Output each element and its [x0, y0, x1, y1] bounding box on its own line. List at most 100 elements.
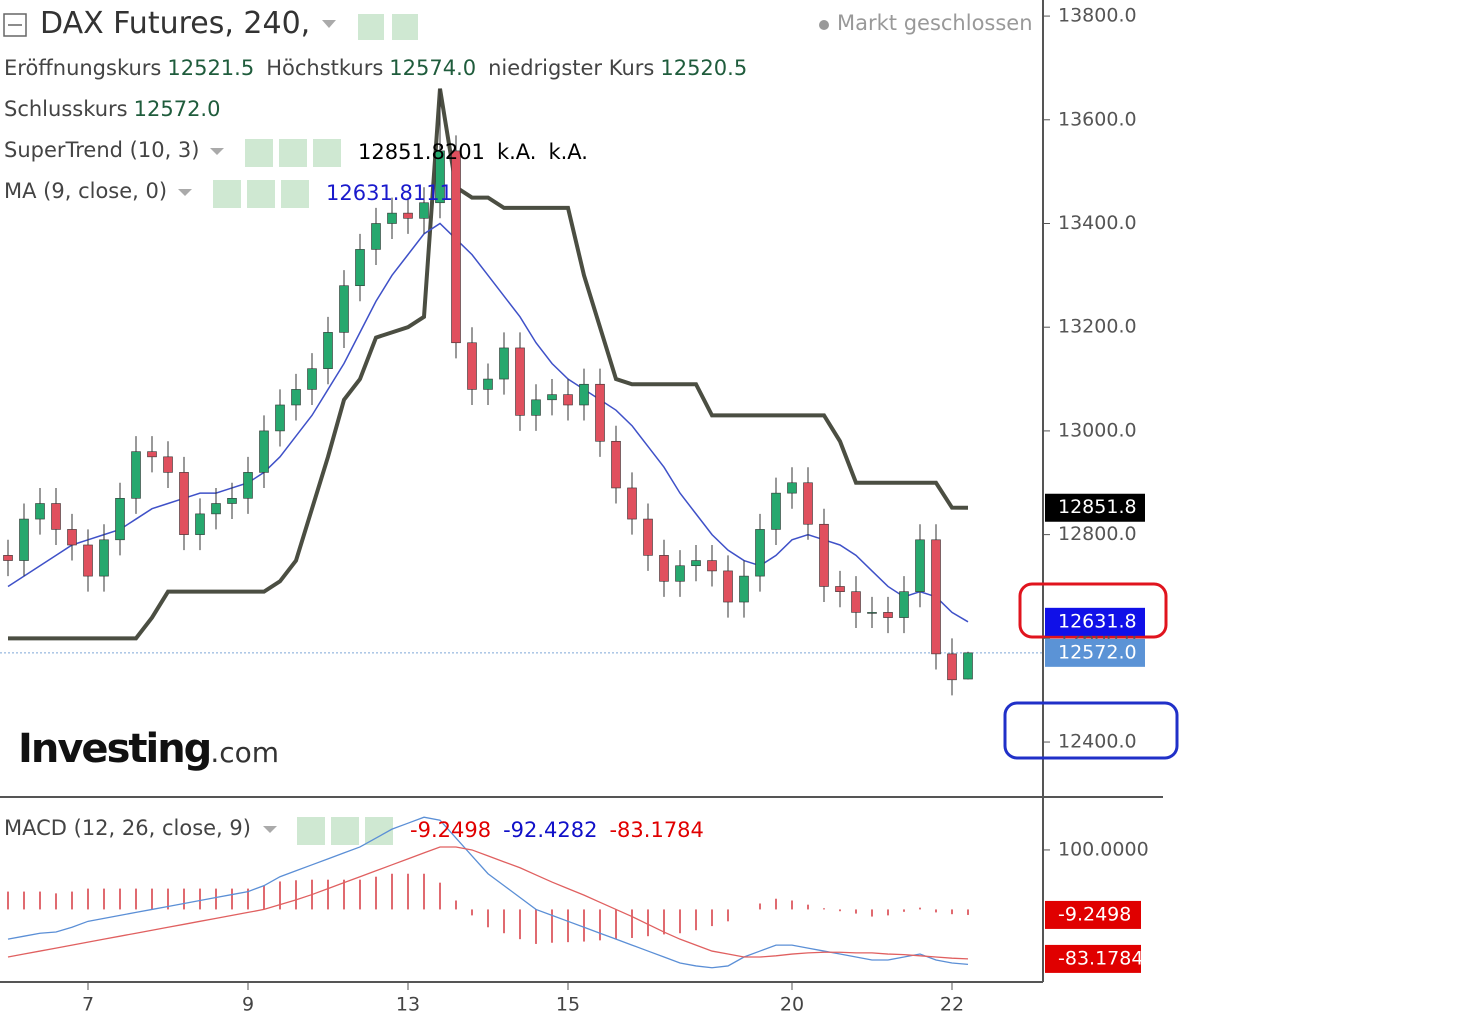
- market-status: Markt geschlossen: [837, 11, 1033, 35]
- eye-icon[interactable]: [297, 817, 325, 845]
- remove-icon[interactable]: [313, 139, 341, 167]
- status-dot: [819, 20, 829, 30]
- candle-body: [227, 498, 237, 504]
- x-tick-label: 20: [780, 994, 804, 1016]
- candle-body: [803, 482, 813, 525]
- candle-body: [547, 394, 557, 401]
- settings-icon[interactable]: [247, 180, 275, 208]
- eye-icon[interactable]: [245, 139, 273, 167]
- price-badge-label: -9.2498: [1058, 903, 1131, 925]
- settings-icon[interactable]: [392, 14, 418, 40]
- ohlc-label: Höchstkurs: [266, 56, 384, 80]
- candle-body: [947, 653, 957, 681]
- x-tick-label: 7: [82, 994, 94, 1016]
- icon-group: [213, 14, 418, 845]
- dropdown-arrow[interactable]: [178, 189, 192, 196]
- candle-body: [883, 612, 893, 618]
- candle-body: [195, 513, 205, 535]
- eye-icon[interactable]: [358, 14, 384, 40]
- settings-icon[interactable]: [279, 139, 307, 167]
- candle-body: [499, 347, 509, 380]
- price-badge-label: 12572.0: [1058, 641, 1137, 663]
- ohlc-label: Eröffnungskurs: [4, 56, 162, 80]
- indicator-value: -83.1784: [609, 818, 704, 842]
- candle-body: [659, 555, 669, 582]
- indicator-value: k.A.: [496, 140, 537, 164]
- candle-body: [435, 150, 445, 204]
- candle-body: [67, 529, 77, 546]
- ohlc-value: 12520.5: [660, 56, 748, 80]
- dropdown-arrow[interactable]: [322, 20, 336, 28]
- candle-body: [531, 399, 541, 416]
- supertrend-line: [8, 88, 969, 641]
- candle-body: [179, 472, 189, 535]
- price-badge-label: 12631.8: [1058, 610, 1137, 632]
- candle-body: [243, 472, 253, 499]
- y-tick-label: 13200.0: [1058, 316, 1137, 338]
- highlight-blue: [1003, 701, 1179, 760]
- candle-body: [691, 560, 701, 567]
- candle-body: [339, 285, 349, 333]
- candle-body: [51, 503, 61, 530]
- candle-body: [915, 539, 925, 592]
- candle-body: [371, 223, 381, 250]
- y-tick-label: 12800.0: [1058, 523, 1137, 545]
- candle-body: [83, 544, 93, 577]
- collapse-button[interactable]: [3, 13, 27, 37]
- x-tick-label: 15: [556, 994, 580, 1016]
- candle-body: [291, 389, 301, 406]
- candle-body: [835, 586, 845, 592]
- candle-body: [467, 342, 477, 390]
- eye-icon[interactable]: [213, 180, 241, 208]
- candle-body: [147, 451, 157, 458]
- price-badge: [1045, 900, 1141, 929]
- ohlc-value: 12572.0: [133, 97, 221, 121]
- candle-body: [899, 591, 909, 618]
- price-badge: [1045, 607, 1145, 636]
- indicator-value: k.A.: [548, 140, 588, 164]
- indicator-name: SuperTrend (10, 3): [4, 138, 200, 162]
- candle-body: [35, 503, 45, 520]
- indicator-name: MACD (12, 26, close, 9): [4, 816, 251, 840]
- candle-body: [739, 575, 749, 603]
- candle-body: [931, 539, 941, 655]
- dropdown-arrow[interactable]: [263, 826, 277, 833]
- y-tick-label: 13800.0: [1058, 5, 1137, 27]
- macd-line: [7, 816, 969, 969]
- candle-body: [419, 202, 429, 219]
- candle-body: [451, 150, 461, 344]
- candle-body: [323, 332, 333, 369]
- ohlc-value: 12521.5: [167, 56, 255, 80]
- candle-body: [355, 249, 365, 287]
- indicator-value: 12631.8111: [326, 181, 453, 205]
- candle-body: [963, 652, 973, 680]
- candle-body: [771, 492, 781, 530]
- y-tick-label: 12400.0: [1058, 731, 1137, 753]
- indicator-values: 12631.8111: [326, 181, 465, 205]
- dropdown-arrow[interactable]: [210, 148, 224, 155]
- x-tick-label: 22: [940, 994, 964, 1016]
- remove-icon[interactable]: [281, 180, 309, 208]
- price-badge: [1045, 493, 1145, 522]
- y-tick-label: 13400.0: [1058, 212, 1137, 234]
- indicator-value: -92.4282: [503, 818, 598, 842]
- macd-line: [7, 846, 969, 960]
- ohlc-label: Schlusskurs: [4, 97, 128, 121]
- candle-body: [819, 523, 829, 587]
- settings-icon[interactable]: [331, 817, 359, 845]
- indicator-name: MA (9, close, 0): [4, 179, 168, 203]
- candle-body: [643, 518, 653, 556]
- ohlc-label: niedrigster Kurs: [488, 56, 655, 80]
- candle-body: [131, 451, 141, 499]
- watermark-suffix: .com: [210, 736, 280, 769]
- candle-body: [579, 383, 589, 406]
- candle-body: [3, 555, 13, 561]
- price-badge-label: 12851.8: [1058, 496, 1137, 518]
- x-tick-label: 13: [396, 994, 420, 1016]
- candle-body: [851, 591, 861, 613]
- candle-body: [563, 394, 573, 406]
- ohlc-value: 12574.0: [389, 56, 477, 80]
- price-badge: [1045, 638, 1145, 667]
